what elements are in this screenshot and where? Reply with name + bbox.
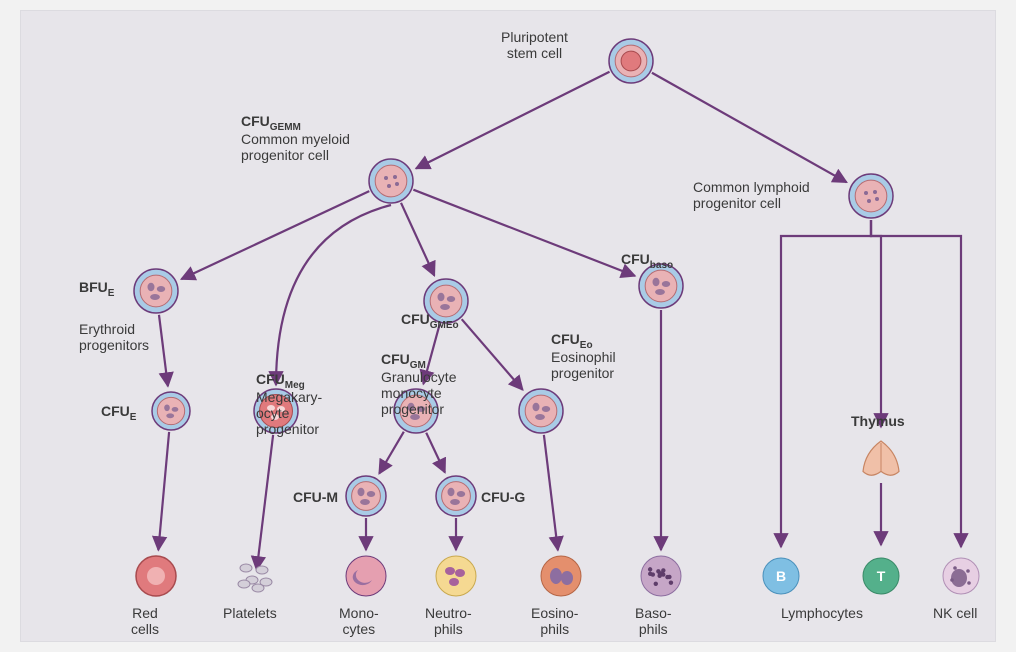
label: CFUbaso — [621, 251, 673, 271]
cell — [436, 476, 476, 516]
label: Neutro- phils — [425, 605, 472, 637]
label: Red cells — [131, 605, 159, 637]
cell — [519, 389, 563, 433]
cell — [609, 39, 653, 83]
label: Erythroid progenitors — [79, 321, 149, 353]
label: NK cell — [933, 605, 977, 621]
diagram-canvas: BT Pluripotent stem cellCFUGEMMCommon my… — [20, 10, 996, 642]
diagram-svg: BT — [21, 11, 997, 643]
label: Megakary- ocyte progenitor — [256, 389, 322, 437]
cell — [849, 174, 893, 218]
label: CFU-M — [293, 489, 338, 505]
label: Baso- phils — [635, 605, 672, 637]
svg-text:B: B — [776, 568, 786, 584]
label: Common myeloid progenitor cell — [241, 131, 350, 163]
thymus-icon — [863, 441, 899, 475]
label: Common lymphoid progenitor cell — [693, 179, 810, 211]
label: Granulocyte monocyte progenitor — [381, 369, 456, 417]
cell — [134, 269, 178, 313]
cell — [369, 159, 413, 203]
label: CFUGMEo — [401, 311, 459, 331]
svg-text:T: T — [877, 568, 886, 584]
label: Eosino- phils — [531, 605, 578, 637]
cell — [152, 392, 190, 430]
label: Mono- cytes — [339, 605, 379, 637]
cell — [346, 476, 386, 516]
label: BFUE — [79, 279, 114, 299]
label: Lymphocytes — [781, 605, 863, 621]
label: Thymus — [851, 413, 905, 429]
label: CFU-G — [481, 489, 525, 505]
label: CFUE — [101, 403, 136, 423]
label: Platelets — [223, 605, 277, 621]
label: Eosinophil progenitor — [551, 349, 616, 381]
label: Pluripotent stem cell — [501, 29, 568, 61]
